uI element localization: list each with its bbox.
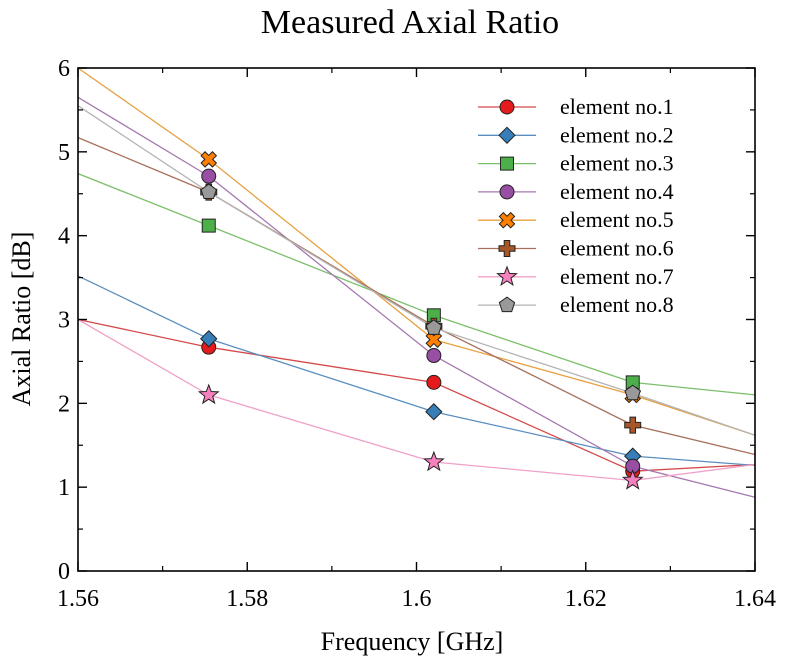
chart-title: Measured Axial Ratio — [261, 4, 559, 41]
data-point-series-6 — [624, 416, 642, 434]
y-tick-label: 3 — [58, 308, 70, 334]
legend-label-3: element no.3 — [560, 151, 674, 176]
marker-layer — [197, 151, 644, 490]
x-tick-label: 1.62 — [565, 586, 607, 612]
legend-label-4: element no.4 — [560, 179, 674, 204]
legend-marker-5 — [498, 211, 516, 229]
legend-label-7: element no.7 — [560, 264, 674, 289]
data-point-series-3 — [201, 218, 216, 233]
data-point-series-7 — [621, 469, 644, 490]
y-tick-label: 6 — [58, 56, 70, 82]
legend-marker-6 — [498, 240, 516, 257]
data-point-series-4 — [426, 348, 442, 364]
x-tick-label: 1.56 — [57, 586, 99, 612]
legend-label-8: element no.8 — [560, 292, 674, 317]
legend-marker-8 — [498, 296, 516, 313]
x-axis-label: Frequency [GHz] — [321, 627, 504, 656]
y-tick-label: 4 — [58, 224, 70, 250]
y-tick-label: 5 — [58, 140, 70, 166]
tick-layer: 1.56 1.58 1.6 1.62 1.64 0 1 2 3 4 5 6 — [57, 56, 776, 612]
legend-label-6: element no.6 — [560, 236, 674, 261]
data-point-series-8 — [200, 183, 217, 200]
legend: element no.1 element no.2 element no.3 elem… — [478, 94, 674, 317]
data-point-series-5 — [200, 151, 218, 168]
data-point-series-4 — [201, 168, 217, 184]
legend-marker-4 — [499, 184, 515, 200]
y-axis-label: Axial Ratio [dB] — [7, 232, 36, 407]
data-point-series-8 — [425, 319, 443, 335]
x-tick-label: 1.6 — [402, 586, 432, 612]
legend-label-1: element no.1 — [560, 94, 674, 119]
legend-label-2: element no.2 — [560, 122, 674, 147]
x-tick-label: 1.64 — [734, 586, 776, 612]
data-point-series-7 — [197, 383, 220, 405]
data-point-series-8 — [624, 384, 641, 401]
legend-label-5: element no.5 — [560, 207, 674, 232]
data-point-series-7 — [422, 450, 445, 472]
legend-marker-2 — [498, 126, 516, 145]
y-tick-label: 2 — [58, 391, 70, 417]
data-point-series-2 — [200, 330, 218, 348]
y-tick-label: 0 — [58, 559, 70, 585]
y-tick-label: 1 — [58, 475, 70, 501]
legend-marker-1 — [499, 99, 515, 115]
data-point-series-1 — [426, 374, 442, 390]
legend-marker-7 — [496, 265, 518, 287]
data-point-series-2 — [425, 403, 443, 421]
legend-marker-3 — [500, 156, 514, 171]
x-tick-label: 1.58 — [226, 586, 268, 612]
